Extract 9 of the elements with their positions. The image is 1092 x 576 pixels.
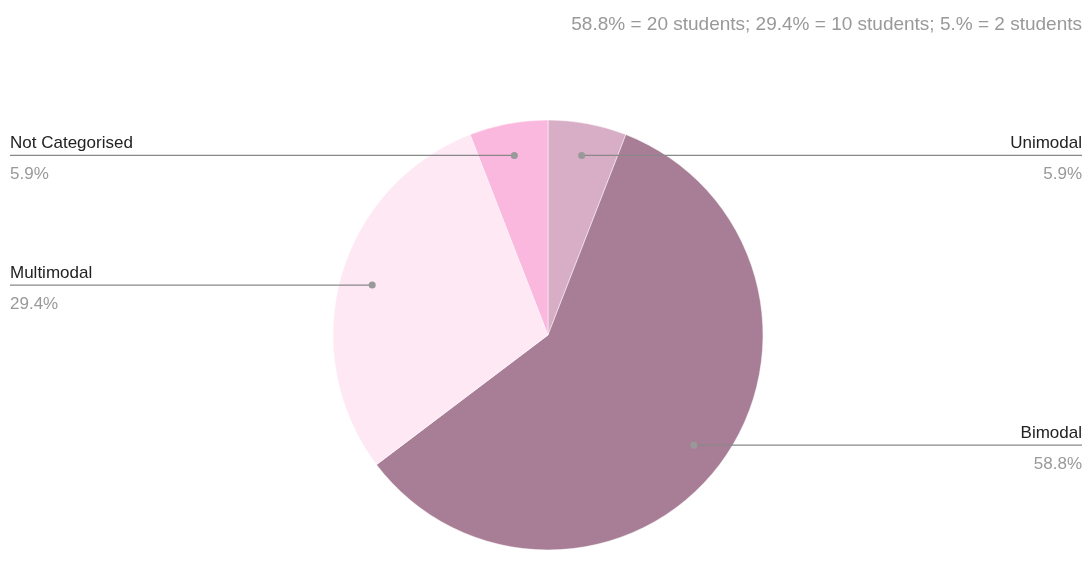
slice-label: Not Categorised [10, 133, 133, 153]
slice-label: Bimodal [1020, 423, 1082, 443]
chart-title: 58.8% = 20 students; 29.4% = 10 students; 5.% = 2 students [571, 13, 1082, 34]
data-label: 5.9% [10, 164, 49, 184]
data-label: 58.8% [1033, 454, 1082, 474]
slice-label: Multimodal [10, 263, 93, 283]
slice-label: Unimodal [1010, 133, 1082, 153]
data-label: 5.9% [1043, 164, 1082, 184]
data-label: 29.4% [10, 294, 59, 314]
